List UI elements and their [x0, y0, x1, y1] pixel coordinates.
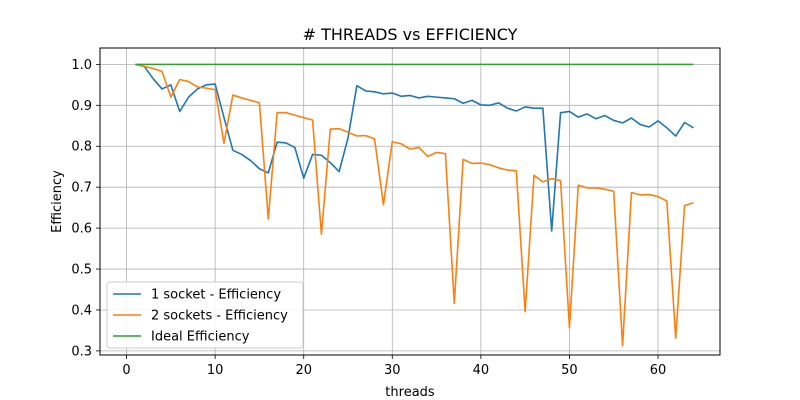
x-tick-label: 10 — [207, 363, 224, 378]
chart-title: # THREADS vs EFFICIENCY — [303, 25, 518, 44]
x-tick-label: 50 — [561, 363, 578, 378]
y-tick-label: 0.7 — [71, 181, 92, 196]
legend-label: Ideal Efficiency — [151, 330, 250, 345]
x-tick-label: 40 — [473, 363, 490, 378]
x-axis-ticks: 0 10 20 30 40 50 60 — [122, 355, 666, 378]
legend-label: 2 sockets - Efficiency — [151, 309, 288, 324]
series-layer — [135, 63, 694, 347]
x-tick-label: 30 — [384, 363, 401, 378]
x-tick-label: 60 — [650, 363, 667, 378]
y-axis-ticks: 0.3 0.4 0.5 0.6 0.7 0.8 0.9 1.0 — [71, 58, 100, 359]
x-tick-label: 20 — [295, 363, 312, 378]
legend-box — [106, 281, 304, 349]
y-tick-label: 0.5 — [71, 263, 92, 278]
y-axis-title: Efficiency — [50, 170, 65, 233]
series-2-sockets-line — [135, 63, 694, 347]
y-tick-label: 0.3 — [71, 344, 92, 359]
legend-label: 1 socket - Efficiency — [151, 288, 281, 303]
y-tick-label: 0.9 — [71, 99, 92, 114]
plot-frame — [99, 47, 721, 356]
x-axis-title: threads — [385, 385, 435, 400]
y-tick-label: 0.4 — [71, 303, 92, 318]
y-tick-label: 0.6 — [71, 222, 92, 237]
x-tick-label: 0 — [122, 363, 130, 378]
y-tick-label: 0.8 — [71, 140, 92, 155]
series-1-socket-line — [135, 63, 694, 232]
y-tick-label: 1.0 — [71, 58, 92, 73]
legend: 1 socket - Efficiency 2 sockets - Efficie… — [106, 281, 304, 349]
